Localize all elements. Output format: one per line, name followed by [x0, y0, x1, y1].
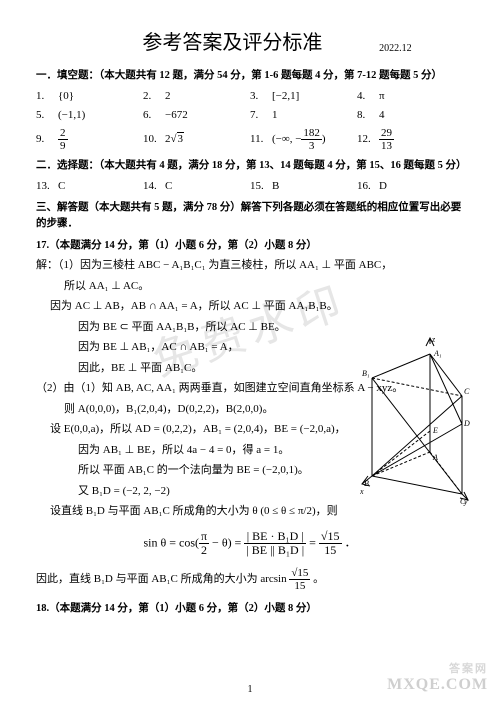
section3-heading: 三、解答题（本大题共有 5 题，满分 78 分）解答下列各题必须在答题纸的相应位… — [36, 200, 464, 232]
q17-conclusion: 因此，直线 B₁D 与平面 AB₁C 所成角的大小为 arcsin √1515 … — [36, 567, 464, 592]
q6-ans: −672 — [165, 109, 188, 121]
q18-head: 18.（本题满分 14 分，第（1）小题 6 分，第（2）小题 8 分） — [36, 601, 464, 617]
fill-row-1: 1.{0} 2.2 3.[−2,1] 4.π — [36, 88, 464, 105]
q17-l1: 所以 AA₁ ⊥ AC。 — [64, 278, 464, 295]
q17-l3: 因为 BE ⊂ 平面 AA₁B₁B，所以 AC ⊥ BE。 — [78, 319, 464, 336]
q7-ans: 1 — [272, 109, 278, 121]
q1-ans: {0} — [58, 90, 74, 102]
page-number: 1 — [0, 682, 500, 697]
q10-ans: 2√3 — [165, 132, 184, 145]
fill-row-2: 5.(−1,1) 6.−672 7.1 8.4 — [36, 107, 464, 124]
label-z: z — [431, 336, 436, 344]
q13-ans: C — [58, 180, 65, 192]
q9-num: 9. — [36, 131, 58, 148]
q6-num: 6. — [143, 107, 165, 124]
prism-figure: A₁ B₁ C₁ D E A B C z x y — [360, 336, 470, 506]
q15-ans: B — [272, 180, 279, 192]
q17-l2: 因为 AC ⊥ AB，AB ∩ AA₁ = A，所以 AC ⊥ 平面 AA₁B₁… — [50, 298, 464, 315]
q7-num: 7. — [250, 107, 272, 124]
title-row: 参考答案及评分标准 2022.12 — [36, 28, 464, 58]
q4-ans: π — [379, 90, 385, 102]
q5-ans: (−1,1) — [58, 109, 85, 121]
page-title: 参考答案及评分标准 — [142, 28, 322, 58]
q13-num: 13. — [36, 178, 58, 195]
q11-num: 11. — [250, 131, 272, 148]
q15-num: 15. — [250, 178, 272, 195]
label-E: E — [432, 426, 438, 435]
label-A1: A₁ — [433, 349, 442, 358]
q9-ans: 29 — [58, 127, 68, 152]
section2-heading: 二．选择题：（本大题共有 4 题，满分 18 分，第 13、14 题每题 4 分… — [36, 158, 464, 174]
page-content: 参考答案及评分标准 2022.12 一．填空题：（本大题共有 12 题，满分 5… — [36, 28, 464, 616]
q8-num: 8. — [357, 107, 379, 124]
q14-num: 14. — [143, 178, 165, 195]
choice-row: 13.C 14.C 15.B 16.D — [36, 178, 464, 195]
q12-num: 12. — [357, 131, 379, 148]
label-x: x — [360, 487, 364, 496]
q16-ans: D — [379, 180, 387, 192]
label-C1: C₁ — [464, 387, 470, 396]
q10-num: 10. — [143, 131, 165, 148]
q1-num: 1. — [36, 88, 58, 105]
fill-row-3: 9.29 10.2√3 11.(−∞, −1823) 12.2913 — [36, 127, 464, 152]
q17-head: 17.（本题满分 14 分，第（1）小题 6 分，第（2）小题 8 分） — [36, 238, 464, 254]
label-A: A — [432, 453, 438, 462]
q4-num: 4. — [357, 88, 379, 105]
page-date: 2022.12 — [379, 43, 412, 54]
label-y: y — [463, 497, 468, 506]
label-B: B — [364, 479, 369, 488]
q5-num: 5. — [36, 107, 58, 124]
q12-ans: 2913 — [379, 127, 394, 152]
q2-num: 2. — [143, 88, 165, 105]
q3-ans: [−2,1] — [272, 90, 299, 102]
q8-ans: 4 — [379, 109, 385, 121]
q14-ans: C — [165, 180, 172, 192]
label-D: D — [463, 419, 470, 428]
q17-formula: sin θ = cos(π2 − θ) = | BE · B₁D || BE |… — [36, 530, 464, 557]
section1-heading: 一．填空题：（本大题共有 12 题，满分 54 分，第 1-6 题每题 4 分，… — [36, 68, 464, 84]
q16-num: 16. — [357, 178, 379, 195]
q3-num: 3. — [250, 88, 272, 105]
q11-ans: (−∞, −1823) — [272, 133, 326, 145]
q17-l0: 解：（1）因为三棱柱 ABC − A₁B₁C₁ 为直三棱柱，所以 AA₁ ⊥ 平… — [36, 257, 464, 274]
q2-ans: 2 — [165, 90, 171, 102]
label-B1: B₁ — [362, 369, 370, 378]
